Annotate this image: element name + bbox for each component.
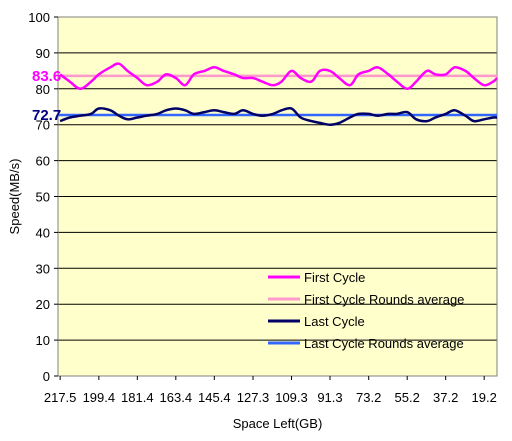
series-first-cycle: [59, 62, 498, 91]
legend-label: First Cycle: [304, 270, 365, 285]
average-value-label: 72.7: [32, 107, 61, 124]
x-tick-label: 19.2: [472, 390, 497, 405]
x-tick-label: 217.5: [44, 390, 77, 405]
x-tick-label: 109.3: [275, 390, 308, 405]
y-tick-label: 10: [36, 333, 50, 348]
y-tick-label: 30: [36, 261, 50, 276]
average-value-label: 83.6: [32, 68, 61, 85]
x-tick-label: 37.2: [433, 390, 458, 405]
y-tick-label: 0: [43, 369, 50, 384]
x-tick-label: 145.4: [198, 390, 231, 405]
x-tick-label: 181.4: [121, 390, 154, 405]
legend-label: First Cycle Rounds average: [304, 292, 464, 307]
x-tick-label: 73.2: [356, 390, 381, 405]
y-tick-label: 20: [36, 297, 50, 312]
x-tick-label: 127.3: [237, 390, 270, 405]
average-labels: 83.6 72.7: [32, 68, 61, 124]
x-axis-label: Space Left(GB): [233, 416, 323, 431]
y-tick-label: 100: [28, 10, 50, 25]
y-tick-label: 90: [36, 46, 50, 61]
series-last-cycle: [59, 106, 498, 126]
y-tick-label: 60: [36, 154, 50, 169]
legend: First Cycle First Cycle Rounds average Las…: [268, 270, 464, 351]
y-tick-label: 80: [36, 82, 50, 97]
legend-label: Last Cycle: [304, 314, 365, 329]
x-axis: 217.5 199.4 181.4 163.4 145.4 127.3 109.3 91.3 7…: [44, 376, 497, 405]
x-tick-label: 55.2: [395, 390, 420, 405]
x-tick-label: 91.3: [317, 390, 342, 405]
series-lines: [58, 62, 498, 126]
legend-label: Last Cycle Rounds average: [304, 336, 464, 351]
y-tick-label: 50: [36, 190, 50, 205]
y-tick-label: 70: [36, 118, 50, 133]
y-tick-label: 40: [36, 225, 50, 240]
y-axis-label: Speed(MB/s): [7, 159, 22, 235]
y-axis: 0 10 20 30 40 50 60 70 80 90 100: [28, 10, 58, 384]
x-tick-label: 163.4: [160, 390, 193, 405]
x-tick-label: 199.4: [83, 390, 116, 405]
